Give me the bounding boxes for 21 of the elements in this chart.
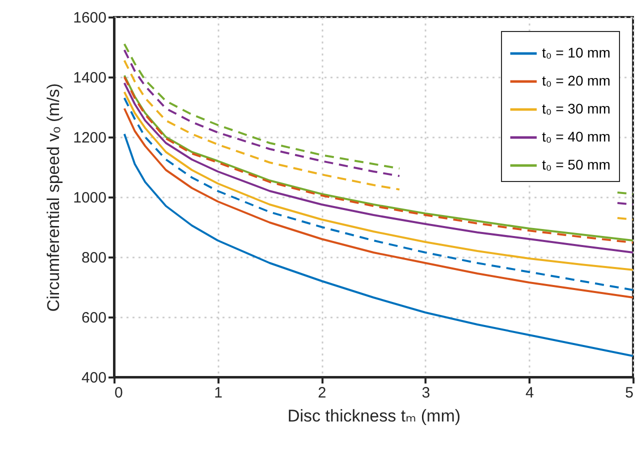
y-tick-label: 1200 (73, 130, 106, 146)
y-tick-label: 1400 (73, 70, 106, 86)
x-tick-label: 5 (625, 384, 634, 402)
y-tick-label: 1600 (73, 10, 106, 26)
y-tick-label: 400 (81, 370, 106, 386)
y-tick-label: 800 (81, 250, 106, 266)
x-tick-label: 1 (214, 384, 222, 402)
x-tick-label: 3 (422, 384, 430, 402)
legend-label: t₀ = 50 mm (542, 156, 610, 172)
x-tick-label: 2 (318, 384, 326, 402)
line-series (123, 133, 634, 357)
x-tick-label: 4 (526, 384, 534, 402)
x-axis-title: Disc thickness tₘ (mm) (287, 406, 461, 426)
legend-label: t₀ = 20 mm (542, 72, 610, 88)
y-tick-label: 600 (81, 310, 106, 326)
legend-label: t₀ = 30 mm (542, 100, 610, 116)
legend-label: t₀ = 40 mm (542, 128, 610, 144)
legend-label: t₀ = 10 mm (542, 44, 610, 60)
y-axis-title: Circumferential speed vₒ (m/s) (44, 83, 64, 312)
x-tick-label: 0 (114, 384, 123, 402)
y-tick-label: 1000 (73, 190, 106, 206)
